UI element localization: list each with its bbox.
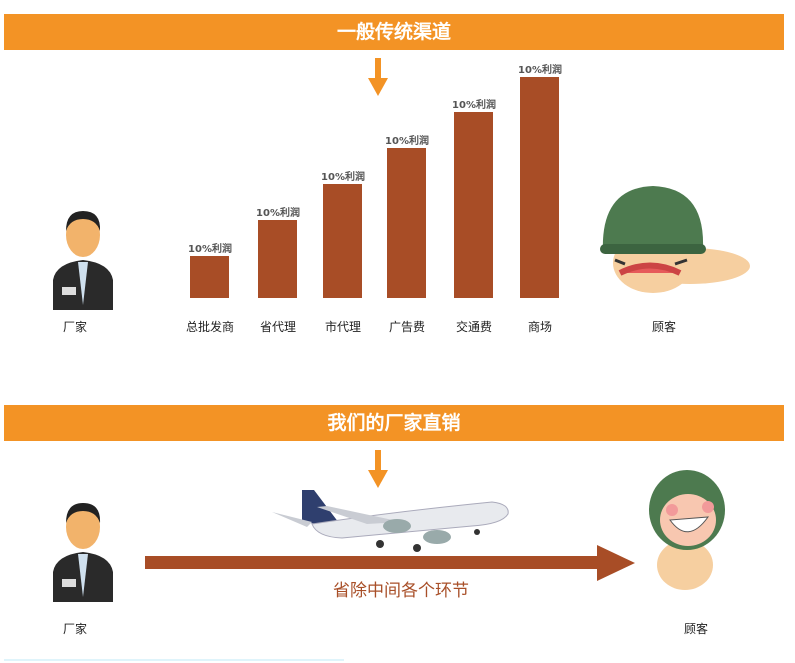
profit-label: 10%利润 [452, 100, 496, 112]
channel-category-label: 省代理 [259, 320, 296, 334]
channel-bar [454, 112, 493, 298]
customer-label: 顾客 [684, 622, 709, 636]
direct-sales-banner: 我们的厂家直销 [4, 405, 784, 441]
channel-category-label: 市代理 [324, 320, 361, 334]
divider [4, 659, 344, 661]
happy-customer-icon [649, 470, 725, 590]
manufacturer-label: 厂家 [63, 320, 88, 334]
manufacturer-label: 厂家 [63, 622, 88, 636]
profit-label: 10%利润 [256, 208, 300, 220]
direct-arrow-icon [145, 545, 635, 581]
profit-label: 10%利润 [518, 64, 562, 76]
banner-title: 我们的厂家直销 [327, 412, 461, 434]
businessman-icon [53, 211, 113, 310]
profit-label: 10%利润 [188, 244, 232, 255]
traditional-channel-banner: 一般传统渠道 [4, 14, 784, 50]
profit-label: 10%利润 [385, 136, 429, 148]
channel-category-label: 总批发商 [185, 320, 234, 334]
airplane-image [272, 490, 509, 552]
crying-customer-icon [600, 186, 750, 293]
channel-category-label: 交通费 [455, 320, 492, 334]
down-arrow-icon [368, 450, 388, 488]
customer-label: 顾客 [652, 320, 677, 334]
channel-bar [258, 220, 297, 298]
businessman-icon [53, 503, 113, 602]
channel-bar [520, 76, 559, 298]
channel-category-label: 广告费 [388, 320, 425, 334]
banner-title: 一般传统渠道 [336, 21, 451, 43]
down-arrow-icon [368, 58, 388, 96]
channel-category-label: 商场 [527, 320, 552, 334]
profit-label: 10%利润 [321, 172, 365, 184]
channel-bar [190, 256, 229, 298]
channel-bar [387, 148, 426, 298]
arrow-caption: 省除中间各个环节 [333, 581, 469, 601]
channel-bar [323, 184, 362, 298]
